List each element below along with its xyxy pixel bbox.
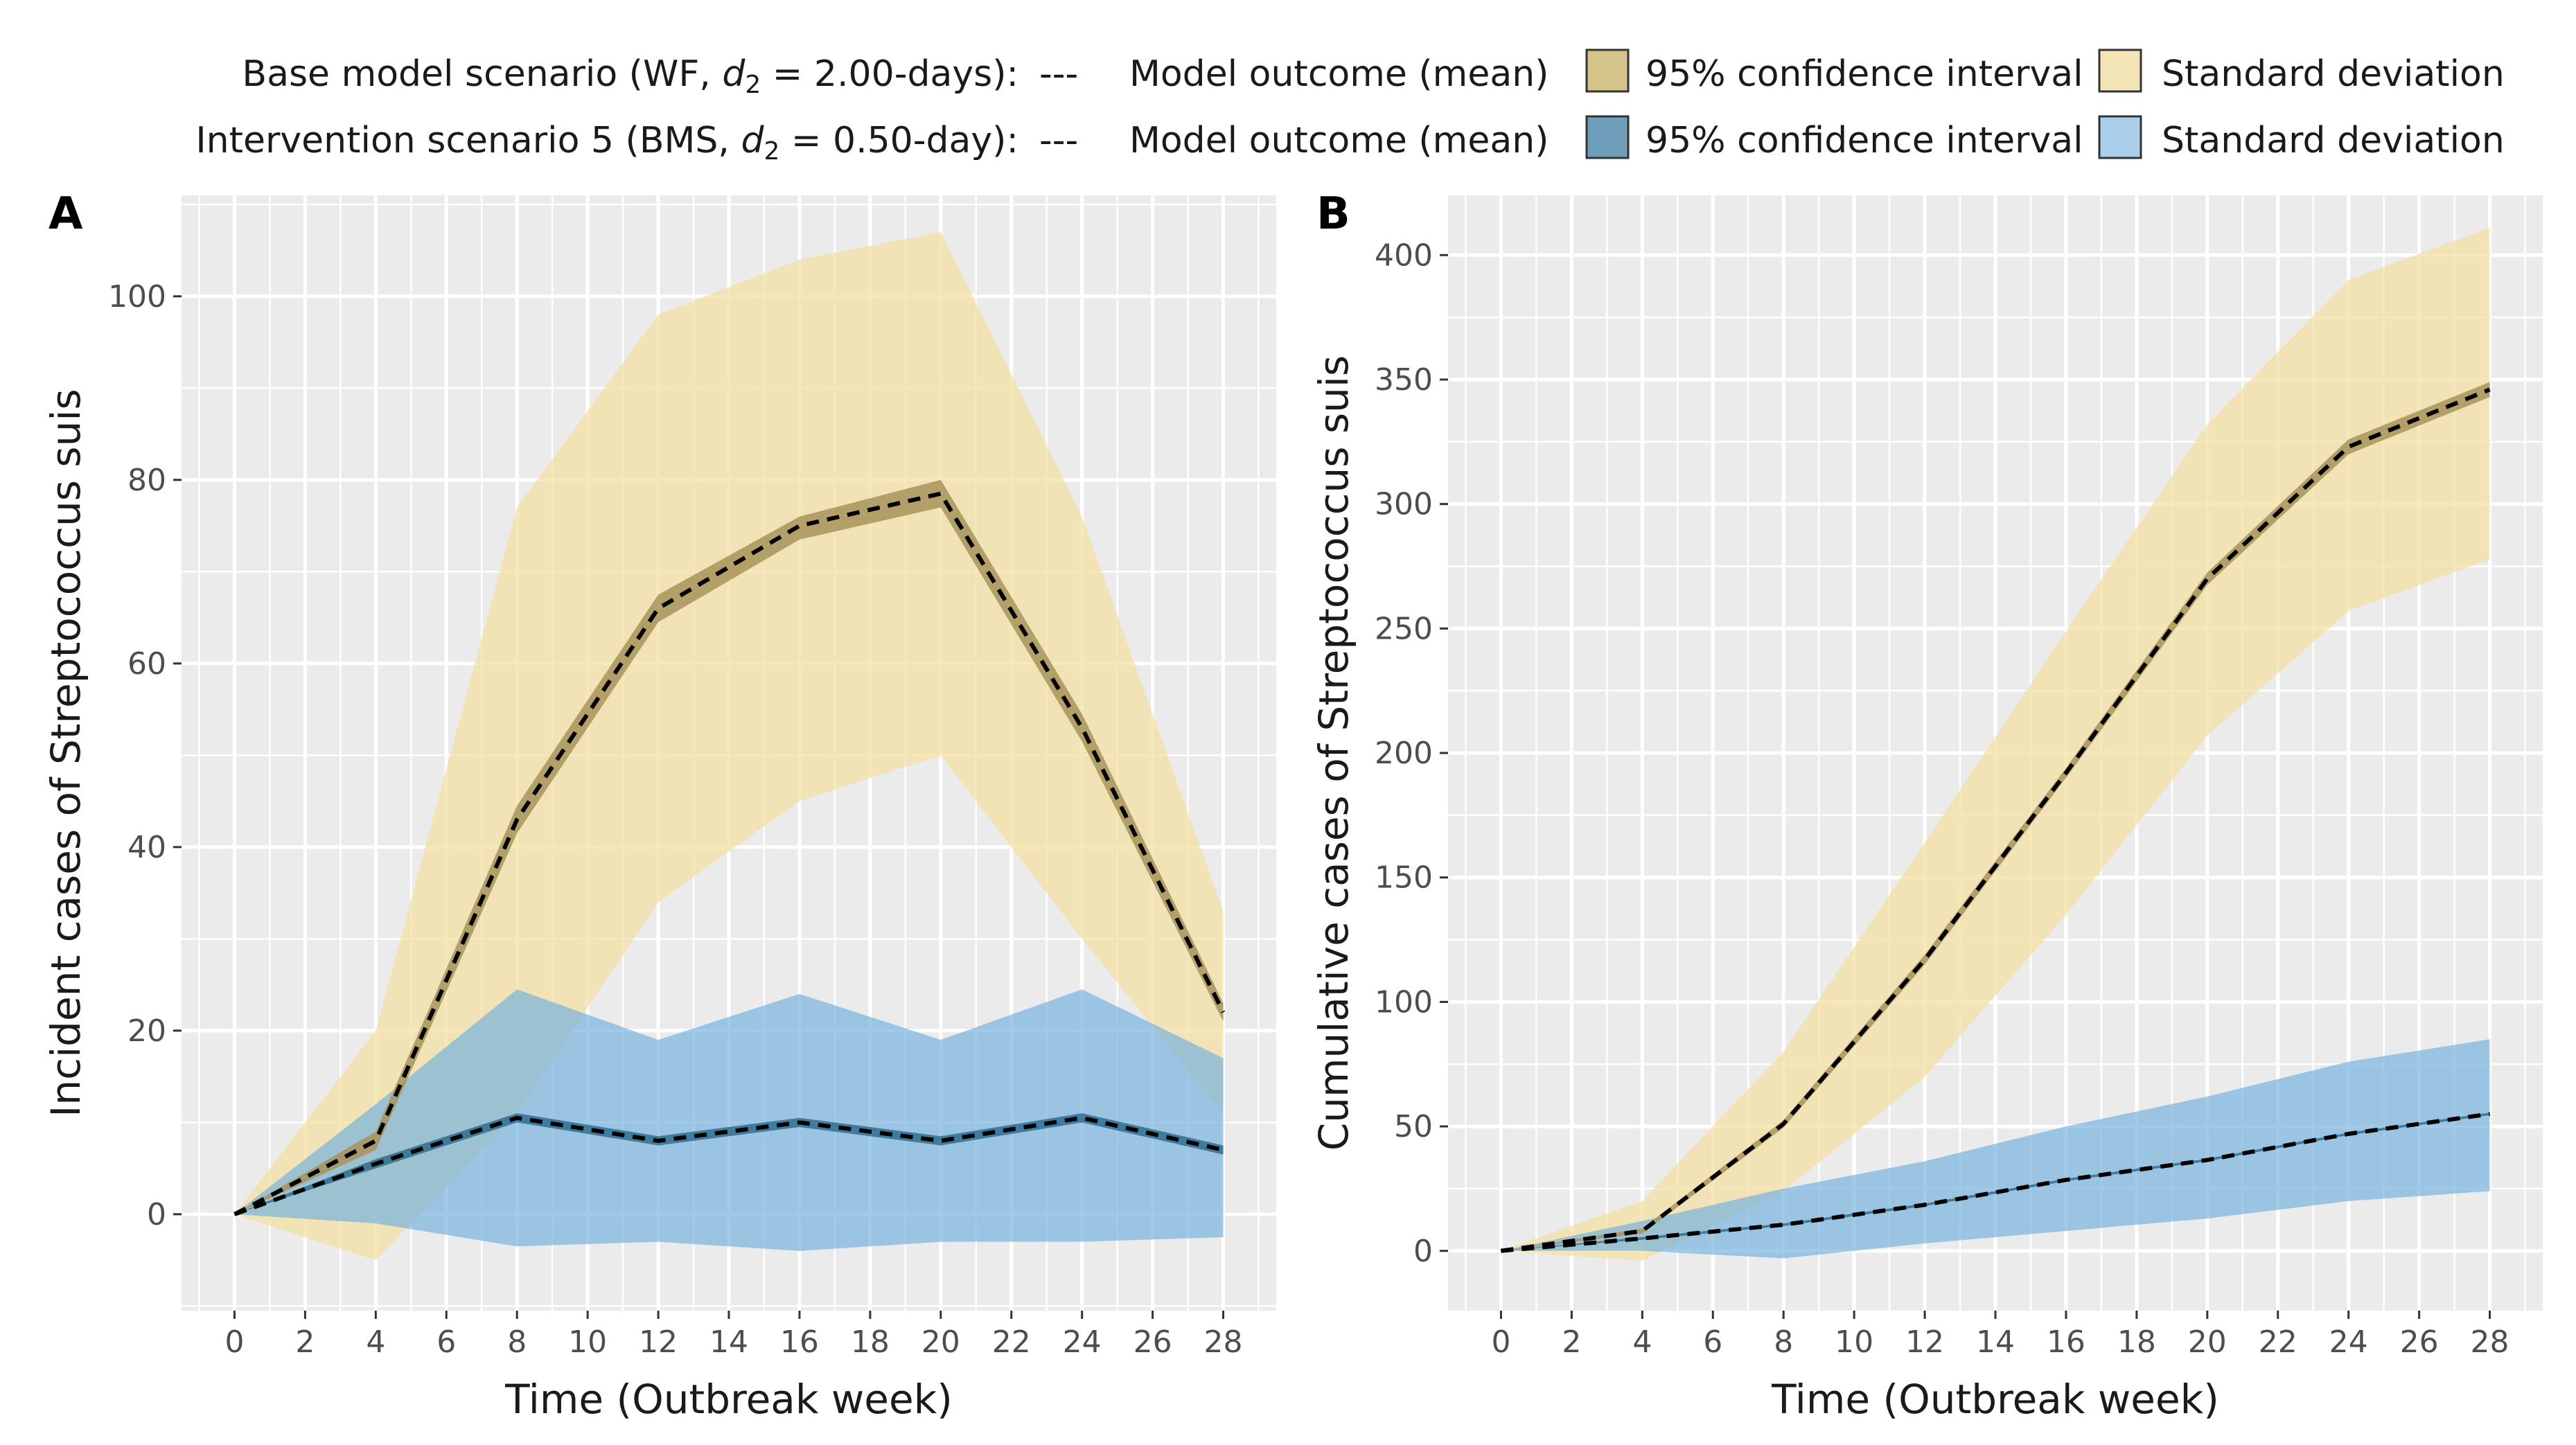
sd-band-intervention bbox=[234, 989, 1224, 1251]
panel-a: 0 2 4 6 8 10 12 14 16 18 20 22 24 26 28020406080100Tim… bbox=[42, 188, 1276, 1423]
y-tick-label: 60 bbox=[127, 646, 166, 682]
x-tick-label: 0 bbox=[1491, 1324, 1510, 1360]
panel-b: 0 2 4 6 8 10 12 14 16 18 20 22 24 26 28050100150200250… bbox=[1310, 188, 2543, 1423]
x-tick-label: 28 bbox=[1204, 1324, 1243, 1360]
x-tick-label: 10 bbox=[1835, 1324, 1873, 1360]
x-tick-label: 2 bbox=[295, 1324, 315, 1360]
legend-intervention-ci-swatch bbox=[1585, 115, 1630, 159]
x-tick-label: 18 bbox=[2117, 1324, 2156, 1360]
x-tick-label: 6 bbox=[1703, 1324, 1722, 1360]
legend-base-ci-swatch bbox=[1585, 48, 1630, 93]
y-tick-label: 100 bbox=[1375, 984, 1433, 1020]
y-tick-label: 350 bbox=[1375, 362, 1433, 398]
x-tick-label: 8 bbox=[1774, 1324, 1793, 1360]
legend-base-line-glyph: --- bbox=[1039, 53, 1078, 95]
y-tick-label: 0 bbox=[1413, 1234, 1433, 1269]
x-tick-label: 0 bbox=[224, 1324, 244, 1360]
x-axis-title: Time (Outbreak week) bbox=[504, 1376, 953, 1423]
x-tick-label: 26 bbox=[2400, 1324, 2439, 1360]
x-tick-label: 10 bbox=[568, 1324, 607, 1360]
legend-intervention-ci-label: 95% confidence interval bbox=[1646, 120, 2083, 161]
y-axis-title: Incident cases of Streptococcus suis bbox=[42, 389, 89, 1117]
x-tick-label: 26 bbox=[1133, 1324, 1172, 1360]
y-tick-label: 20 bbox=[127, 1013, 166, 1049]
legend-intervention-scenario: Intervention scenario 5 (BMS, d2 = 0.50-… bbox=[195, 120, 1018, 166]
sd-band-base bbox=[234, 232, 1224, 1261]
x-tick-label: 18 bbox=[851, 1324, 890, 1360]
x-tick-label: 20 bbox=[921, 1324, 960, 1360]
mean-line-intervention bbox=[1501, 1112, 2490, 1253]
legend-base-mean-label: Model outcome (mean) bbox=[1129, 53, 1549, 95]
x-tick-label: 12 bbox=[1905, 1324, 1944, 1360]
legend-intervention-mean-label: Model outcome (mean) bbox=[1129, 120, 1549, 161]
legend-row-base: Base model scenario (WF, d2 = 2.00-days)… bbox=[242, 48, 2505, 99]
x-tick-label: 12 bbox=[639, 1324, 678, 1360]
x-tick-label: 28 bbox=[2471, 1324, 2509, 1360]
legend-intervention-sd-label: Standard deviation bbox=[2162, 120, 2505, 161]
legend-base-scenario: Base model scenario (WF, d2 = 2.00-days)… bbox=[242, 53, 1018, 99]
legend-base-ci-label: 95% confidence interval bbox=[1646, 53, 2083, 95]
legend-intervention-sd-swatch bbox=[2098, 115, 2142, 159]
y-tick-label: 150 bbox=[1375, 860, 1433, 896]
y-tick-label: 100 bbox=[108, 279, 166, 314]
y-tick-label: 250 bbox=[1375, 611, 1433, 646]
y-tick-label: 200 bbox=[1375, 736, 1433, 771]
y-axis-title: Cumulative cases of Streptococcus suis bbox=[1310, 355, 1357, 1151]
y-tick-label: 400 bbox=[1375, 238, 1433, 273]
x-tick-label: 4 bbox=[1632, 1324, 1652, 1360]
ci-band-intervention bbox=[234, 1113, 1224, 1214]
x-tick-label: 14 bbox=[1976, 1324, 2015, 1360]
legend-base-sd-label: Standard deviation bbox=[2162, 53, 2505, 95]
y-tick-label: 80 bbox=[127, 463, 166, 498]
x-tick-label: 20 bbox=[2188, 1324, 2227, 1360]
x-tick-label: 8 bbox=[507, 1324, 527, 1360]
x-tick-label: 14 bbox=[709, 1324, 748, 1360]
y-tick-label: 40 bbox=[127, 830, 166, 865]
mean-line-base bbox=[1501, 387, 2491, 1253]
mean-line-intervention bbox=[233, 1115, 1224, 1216]
x-tick-label: 24 bbox=[1063, 1324, 1102, 1360]
x-axis-title: Time (Outbreak week) bbox=[1771, 1376, 2219, 1423]
y-tick-label: 50 bbox=[1394, 1109, 1433, 1144]
x-tick-label: 22 bbox=[2259, 1324, 2297, 1360]
x-tick-label: 16 bbox=[780, 1324, 819, 1360]
legend-base-sd-swatch bbox=[2098, 48, 2142, 93]
mean-line-base bbox=[233, 491, 1226, 1216]
x-tick-label: 22 bbox=[992, 1324, 1031, 1360]
x-tick-label: 16 bbox=[2047, 1324, 2085, 1360]
panel-tag: A bbox=[48, 188, 83, 240]
legend-row-intervention: Intervention scenario 5 (BMS, d2 = 0.50-… bbox=[195, 115, 2505, 166]
x-tick-label: 4 bbox=[366, 1324, 385, 1360]
x-tick-label: 2 bbox=[1562, 1324, 1581, 1360]
y-tick-label: 0 bbox=[147, 1197, 166, 1232]
legend: Base model scenario (WF, d2 = 2.00-days)… bbox=[195, 48, 2505, 166]
panel-tag: B bbox=[1316, 188, 1350, 240]
x-tick-label: 6 bbox=[436, 1324, 456, 1360]
sd-band-base bbox=[1501, 227, 2490, 1261]
sd-band-intervention bbox=[1501, 1039, 2490, 1259]
y-tick-label: 300 bbox=[1375, 487, 1433, 522]
x-tick-label: 24 bbox=[2329, 1324, 2368, 1360]
legend-intervention-line-glyph: --- bbox=[1039, 120, 1078, 161]
